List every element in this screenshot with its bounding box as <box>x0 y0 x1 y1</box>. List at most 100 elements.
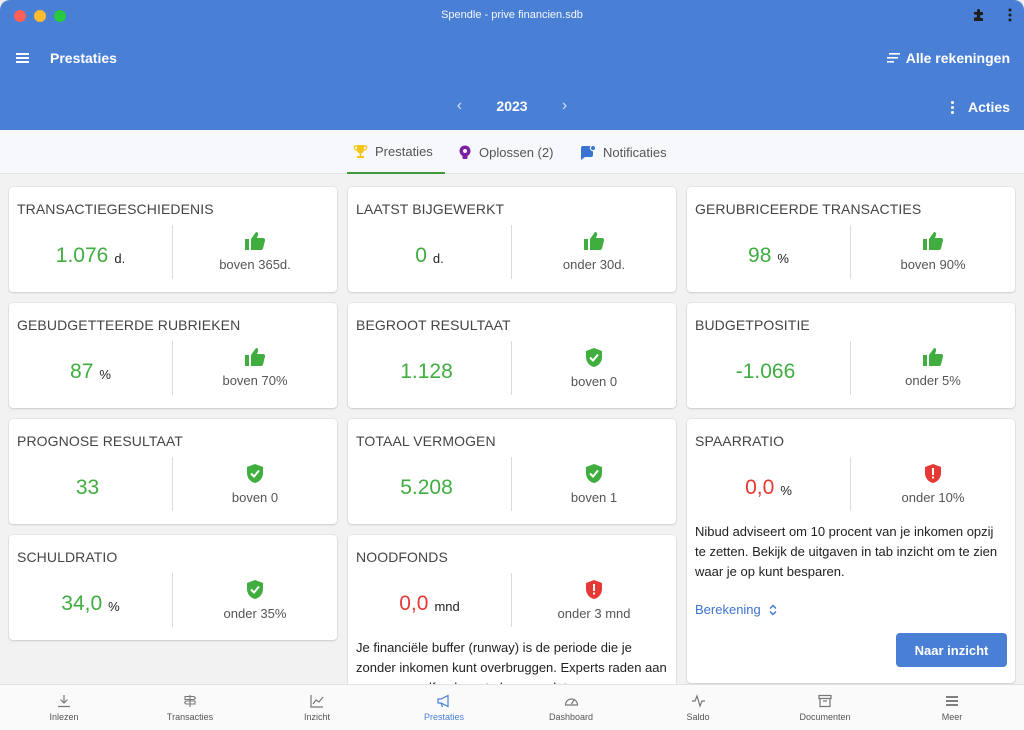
nav-prestaties[interactable]: Prestaties <box>380 685 508 730</box>
previous-year-icon[interactable]: ‹ <box>456 97 463 114</box>
metric-value: 0 <box>415 244 427 267</box>
metric-unit: % <box>780 483 792 498</box>
card-title: TRANSACTIEGESCHIEDENIS <box>17 201 214 217</box>
megaphone-icon <box>436 694 449 708</box>
card-title: GERUBRICEERDE TRANSACTIES <box>695 201 922 217</box>
metric-unit: % <box>108 599 120 614</box>
shield-check-icon <box>586 348 602 367</box>
year-label: 2023 <box>496 98 528 114</box>
thumbs-up-icon <box>923 232 944 250</box>
tab-prestaties[interactable]: Prestaties <box>347 130 445 174</box>
year-navigator: ‹ 2023 › <box>0 97 1024 115</box>
threshold-label: boven 365d. <box>219 257 291 272</box>
metric-value: 1.076 <box>55 244 109 267</box>
maximize-window-button[interactable] <box>54 10 66 22</box>
chart-line-icon <box>310 695 324 708</box>
card-gerubriceerde-transacties: GERUBRICEERDE TRANSACTIES 98% boven 90% <box>687 187 1015 292</box>
threshold-label: onder 35% <box>223 606 287 621</box>
tab-label: Oplossen (2) <box>479 144 554 160</box>
more-vert-icon[interactable] <box>1008 8 1012 22</box>
nav-meer[interactable]: Meer <box>888 685 1016 730</box>
threshold-label: onder 30d. <box>562 257 626 272</box>
shield-check-icon <box>247 580 263 599</box>
metric-value: 1.128 <box>400 360 453 383</box>
tab-oplossen[interactable]: Oplossen (2) <box>458 130 553 174</box>
thumbs-up-icon <box>584 232 605 250</box>
actions-label: Acties <box>967 99 1010 115</box>
threshold-label: boven 70% <box>222 373 288 388</box>
card-noodfonds: NOODFONDS 0,0 mnd onder 3 mnd Je financië… <box>348 535 676 695</box>
metric-value: 34,0 <box>61 592 103 615</box>
menu-icon <box>946 696 958 706</box>
card-description: Nibud adviseert om 10 procent van je ink… <box>695 524 998 579</box>
metric-value: -1.066 <box>735 360 796 383</box>
threshold-label: onder 10% <box>901 490 965 505</box>
naar-inzicht-button[interactable]: Naar inzicht <box>896 633 1007 667</box>
card-gebudgetteerde-rubrieken: GEBUDGETTEERDE RUBRIEKEN 87% boven 70% <box>9 303 337 408</box>
nav-label: Inlezen <box>49 712 79 722</box>
nav-label: Documenten <box>799 712 851 722</box>
lightbulb-icon <box>459 145 471 159</box>
card-title: LAATST BIJGEWERKT <box>356 201 505 217</box>
nav-label: Saldo <box>686 712 710 722</box>
threshold-label: boven 0 <box>570 374 618 389</box>
berekening-link[interactable]: Berekening <box>695 602 777 617</box>
thumbs-up-icon <box>245 232 266 250</box>
card-title: SPAARRATIO <box>695 433 785 449</box>
metric-value: 0,0 <box>399 592 429 615</box>
close-window-button[interactable] <box>14 10 26 22</box>
tab-bar: Prestaties Oplossen (2) Notificaties <box>0 130 1024 174</box>
nav-inlezen[interactable]: Inlezen <box>0 685 128 730</box>
metric-unit: % <box>777 251 789 266</box>
card-schuldratio: SCHULDRATIO 34,0% onder 35% <box>9 535 337 640</box>
app-header: Spendle - prive financien.sdb Prestaties… <box>0 0 1024 130</box>
menu-icon[interactable] <box>16 51 32 65</box>
archive-icon <box>818 694 832 708</box>
accounts-selector[interactable]: Alle rekeningen <box>886 50 1010 66</box>
next-year-icon[interactable]: › <box>561 97 568 114</box>
threshold-label: boven 90% <box>900 257 966 272</box>
nav-label: Prestaties <box>423 712 465 722</box>
card-begroot-resultaat: BEGROOT RESULTAAT 1.128 boven 0 <box>348 303 676 408</box>
metric-value: 33 <box>75 476 100 499</box>
card-prognose-resultaat: PROGNOSE RESULTAAT 33 boven 0 <box>9 419 337 524</box>
tab-notificaties[interactable]: Notificaties <box>580 130 667 174</box>
threshold-label: onder 5% <box>905 373 961 388</box>
card-title: GEBUDGETTEERDE RUBRIEKEN <box>17 317 241 333</box>
metric-value: 87 <box>70 360 94 383</box>
card-budgetpositie: BUDGETPOSITIE -1.066 onder 5% <box>687 303 1015 408</box>
more-vert-icon <box>950 100 954 114</box>
pulse-icon <box>691 694 705 708</box>
tab-label: Notificaties <box>603 144 667 160</box>
page-title: Prestaties <box>50 50 117 66</box>
nav-label: Transacties <box>166 712 214 722</box>
actions-menu[interactable]: Acties <box>950 99 1010 115</box>
shield-alert-icon <box>586 580 602 599</box>
unfold-icon <box>769 604 777 615</box>
nav-label: Meer <box>941 712 963 722</box>
list-icon <box>886 53 900 63</box>
trophy-icon <box>353 144 368 158</box>
nav-saldo[interactable]: Saldo <box>634 685 762 730</box>
accounts-label: Alle rekeningen <box>905 50 1010 66</box>
card-transactiegeschiedenis: TRANSACTIEGESCHIEDENIS 1.076 d. boven 365… <box>9 187 337 292</box>
nav-label: Dashboard <box>548 712 594 722</box>
gauge-icon <box>564 698 578 706</box>
nav-inzicht[interactable]: Inzicht <box>253 685 381 730</box>
tab-label: Prestaties <box>375 143 433 159</box>
metric-unit: d. <box>432 251 444 266</box>
metric-unit: mnd <box>434 599 460 614</box>
card-spaarratio: SPAARRATIO 0,0% onder 10% Nibud adviseer… <box>687 419 1015 683</box>
download-icon <box>58 695 70 708</box>
minimize-window-button[interactable] <box>34 10 46 22</box>
nav-documenten[interactable]: Documenten <box>761 685 889 730</box>
threshold-label: boven 0 <box>231 490 279 505</box>
nav-dashboard[interactable]: Dashboard <box>507 685 635 730</box>
metric-unit: % <box>99 367 111 382</box>
window-controls <box>14 10 66 22</box>
nav-transacties[interactable]: Transacties <box>126 685 254 730</box>
puzzle-icon[interactable] <box>972 8 986 22</box>
shield-check-icon <box>586 464 602 483</box>
card-title: SCHULDRATIO <box>17 549 118 565</box>
